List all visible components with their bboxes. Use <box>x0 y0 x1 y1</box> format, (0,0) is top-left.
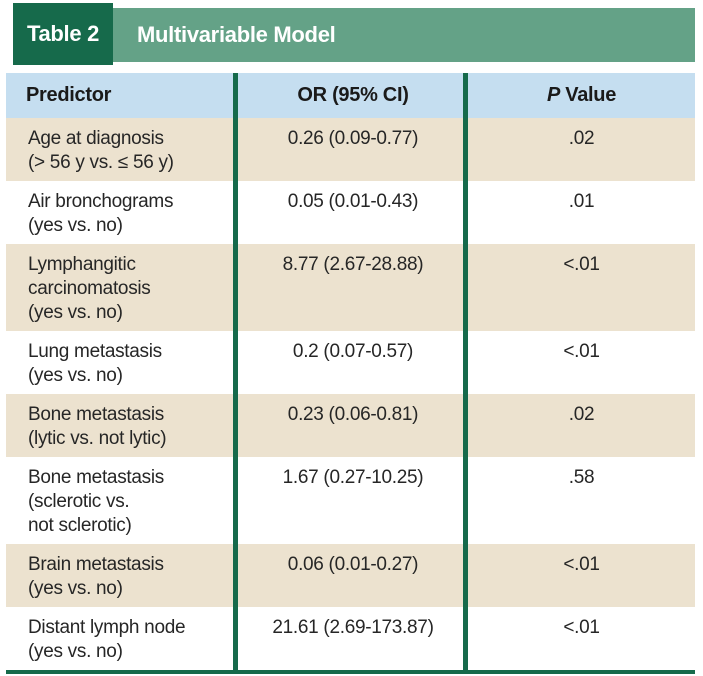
column-divider-1 <box>233 73 238 674</box>
table-title: Multivariable Model <box>113 8 695 62</box>
p-value-cell: <.01 <box>563 554 600 575</box>
predictor-cell: Air bronchograms (yes vs. no) <box>28 191 174 236</box>
column-header-predictor: Predictor <box>26 84 112 106</box>
table-header-row: Predictor OR (95% CI) P Value <box>6 73 695 118</box>
or-cell: 8.77 (2.67-28.88) <box>282 254 424 275</box>
predictor-cell: Brain metastasis (yes vs. no) <box>28 554 164 599</box>
p-value-cell: .02 <box>568 404 595 425</box>
table-bottom-rule <box>6 670 695 674</box>
predictor-cell: Age at diagnosis (> 56 y vs. ≤ 56 y) <box>28 128 174 173</box>
table-row-lung-metastasis: Lung metastasis (yes vs. no) 0.2 (0.07-0… <box>6 331 695 394</box>
or-cell: 0.23 (0.06-0.81) <box>287 404 419 425</box>
table-number-label: Table 2 <box>13 3 113 65</box>
p-value-cell: <.01 <box>563 341 600 362</box>
predictor-cell: Bone metastasis (lytic vs. not lytic) <box>28 404 167 449</box>
or-cell: 0.26 (0.09-0.77) <box>287 128 419 149</box>
p-value-cell: <.01 <box>563 254 600 275</box>
p-italic: P <box>546 84 561 106</box>
table-title-bar: Table 2 Multivariable Model <box>13 3 695 65</box>
table-row-bone-metastasis-sclerotic: Bone metastasis (sclerotic vs. not scler… <box>6 457 695 544</box>
p-value-cell: .58 <box>568 467 595 488</box>
predictor-cell: Lung metastasis (yes vs. no) <box>28 341 162 386</box>
column-header-or: OR (95% CI) <box>297 84 409 106</box>
table-row-air-bronchograms: Air bronchograms (yes vs. no) 0.05 (0.01… <box>6 181 695 244</box>
column-header-p-value: P Value <box>468 84 695 107</box>
table-row-age-at-diagnosis: Age at diagnosis (> 56 y vs. ≤ 56 y) 0.2… <box>6 118 695 181</box>
predictor-cell: Lymphangitic carcinomatosis (yes vs. no) <box>28 254 151 323</box>
table-row-distant-lymph-node: Distant lymph node (yes vs. no) 21.61 (2… <box>6 607 695 670</box>
p-value-cell: .02 <box>568 128 595 149</box>
column-divider-2 <box>463 73 468 674</box>
or-cell: 0.05 (0.01-0.43) <box>287 191 419 212</box>
or-cell: 0.06 (0.01-0.27) <box>287 554 419 575</box>
table-row-bone-metastasis-lytic: Bone metastasis (lytic vs. not lytic) 0.… <box>6 394 695 457</box>
table-row-lymphangitic-carcinomatosis: Lymphangitic carcinomatosis (yes vs. no)… <box>6 244 695 331</box>
or-cell: 21.61 (2.69-173.87) <box>272 617 434 638</box>
or-cell: 0.2 (0.07-0.57) <box>292 341 414 362</box>
p-value-cell: <.01 <box>563 617 600 638</box>
p-value-cell: .01 <box>568 191 595 212</box>
table-body: Predictor OR (95% CI) P Value Age at dia… <box>6 73 695 674</box>
predictor-cell: Distant lymph node (yes vs. no) <box>28 617 186 662</box>
predictor-cell: Bone metastasis (sclerotic vs. not scler… <box>28 467 164 536</box>
or-cell: 1.67 (0.27-10.25) <box>282 467 424 488</box>
p-rest: Value <box>560 84 617 106</box>
table-row-brain-metastasis: Brain metastasis (yes vs. no) 0.06 (0.01… <box>6 544 695 607</box>
